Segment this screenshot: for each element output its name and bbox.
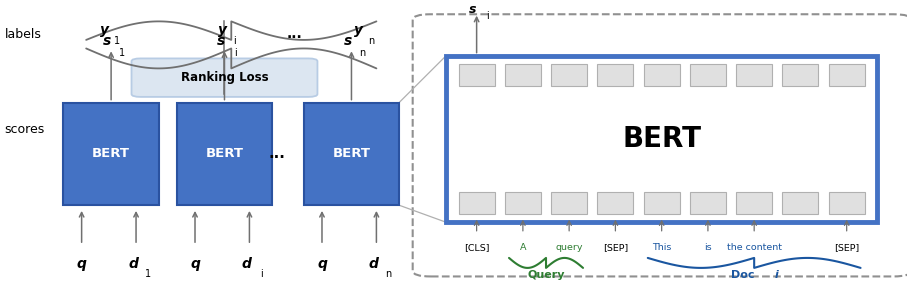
Text: [SEP]: [SEP]	[603, 243, 628, 253]
Text: n: n	[385, 269, 391, 279]
Text: 1: 1	[114, 36, 120, 46]
Bar	[829, 64, 864, 86]
Bar	[690, 64, 726, 86]
Text: labels: labels	[5, 28, 42, 41]
FancyBboxPatch shape	[177, 103, 272, 205]
FancyBboxPatch shape	[413, 14, 907, 276]
Bar	[783, 64, 818, 86]
Bar	[736, 64, 772, 86]
Text: Doc: Doc	[731, 270, 759, 280]
Bar	[505, 192, 541, 214]
Text: y: y	[354, 23, 363, 37]
Text: n: n	[368, 36, 374, 46]
Text: This: This	[652, 243, 671, 253]
Text: n: n	[359, 48, 366, 58]
Text: i: i	[259, 269, 263, 279]
Text: s: s	[217, 34, 225, 48]
Bar	[598, 64, 633, 86]
FancyBboxPatch shape	[304, 103, 399, 205]
Text: ...: ...	[287, 27, 303, 41]
Bar	[551, 64, 587, 86]
Bar	[598, 192, 633, 214]
Bar	[736, 192, 772, 214]
Bar	[690, 192, 726, 214]
Text: s: s	[469, 3, 477, 16]
Text: BERT: BERT	[622, 125, 701, 153]
Text: Query: Query	[527, 270, 565, 280]
Bar	[829, 192, 864, 214]
Text: y: y	[100, 23, 109, 37]
Text: s: s	[103, 34, 112, 48]
Text: Ranking Loss: Ranking Loss	[180, 71, 268, 84]
Text: scores: scores	[5, 123, 44, 136]
Bar	[783, 192, 818, 214]
Text: BERT: BERT	[206, 147, 243, 160]
FancyBboxPatch shape	[446, 56, 877, 222]
Text: is: is	[704, 243, 712, 253]
Bar	[459, 64, 494, 86]
Text: y: y	[218, 23, 227, 37]
Bar	[505, 64, 541, 86]
Text: [SEP]: [SEP]	[834, 243, 859, 253]
Text: d: d	[369, 256, 378, 271]
Text: query: query	[555, 243, 583, 253]
Bar	[644, 192, 679, 214]
Text: the content: the content	[727, 243, 782, 253]
Text: q: q	[77, 256, 86, 271]
Text: i: i	[486, 11, 489, 21]
Text: 1: 1	[119, 48, 125, 58]
FancyBboxPatch shape	[132, 58, 317, 97]
FancyBboxPatch shape	[63, 103, 159, 205]
Text: i: i	[775, 270, 779, 280]
Text: ...: ...	[268, 146, 285, 161]
Text: q: q	[317, 256, 327, 271]
Text: d: d	[129, 256, 138, 271]
Text: [CLS]: [CLS]	[463, 243, 490, 253]
Text: d: d	[242, 256, 251, 271]
Text: BERT: BERT	[333, 147, 370, 160]
Text: BERT: BERT	[93, 147, 130, 160]
Bar	[551, 192, 587, 214]
Text: i: i	[234, 48, 237, 58]
Text: q: q	[190, 256, 200, 271]
Text: A: A	[520, 243, 526, 253]
Bar	[644, 64, 679, 86]
Bar	[459, 192, 494, 214]
Text: 1: 1	[145, 269, 151, 279]
Text: s: s	[344, 34, 352, 48]
Text: i: i	[233, 36, 237, 46]
